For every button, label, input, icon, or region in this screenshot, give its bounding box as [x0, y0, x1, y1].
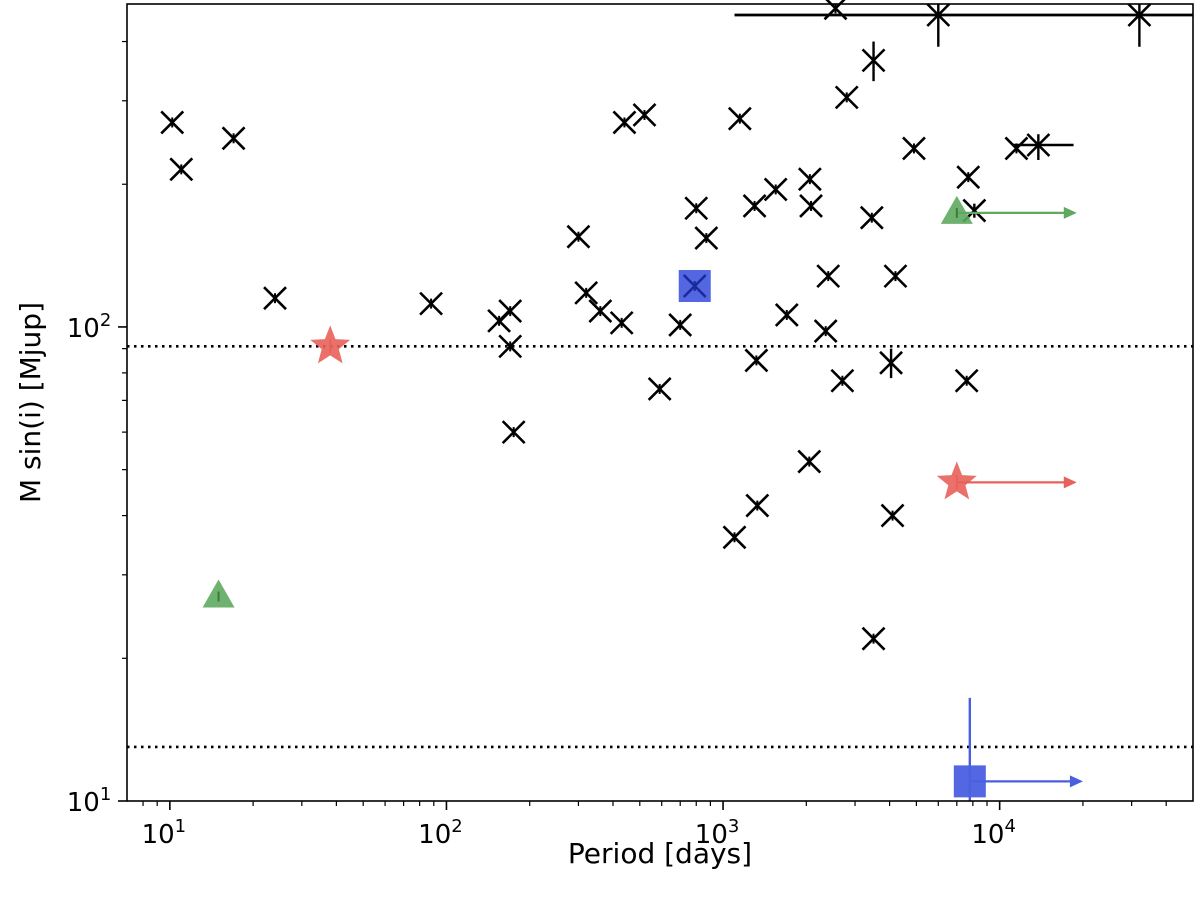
data-marks: [160, 0, 1193, 801]
x-tick-label: 103: [695, 816, 740, 850]
y-tick-label: 102: [67, 310, 112, 344]
x-axis-label: Period [days]: [568, 837, 752, 870]
lower-limit-arrowhead: [1063, 206, 1077, 219]
axis-ticks: 101 102 103 104 101 102: [67, 40, 1167, 850]
reference-lines: [127, 345, 1193, 749]
x-tick-label: 101: [142, 816, 187, 850]
lower-limit-arrowhead: [1069, 775, 1083, 788]
plot-frame: [126, 3, 1194, 802]
x-tick-label: 104: [971, 816, 1016, 850]
data-point-square: [953, 765, 986, 798]
y-axis-label: M sin(i) [Mjup]: [14, 302, 47, 503]
y-tick-label: 101: [67, 784, 112, 818]
x-tick-label: 102: [418, 816, 463, 850]
lower-limit-arrowhead: [1063, 476, 1077, 489]
